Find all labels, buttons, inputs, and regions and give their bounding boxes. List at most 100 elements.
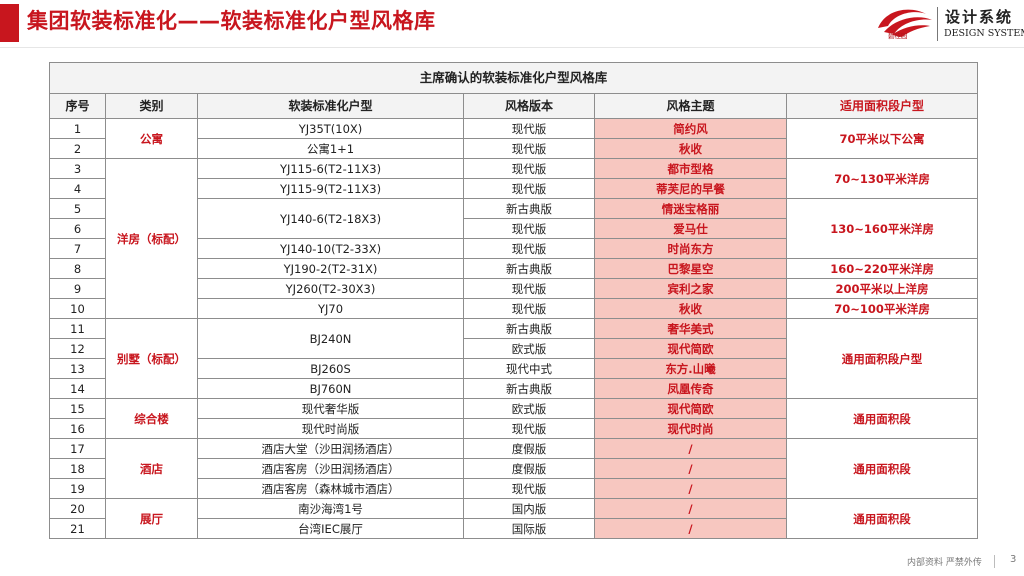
style-library-table: 主席确认的软装标准化户型风格库 序号 类别 软装标准化户型 风格版本 风格主题 … — [48, 62, 979, 539]
cell-no: 17 — [49, 438, 106, 459]
page-number: 3 — [1010, 554, 1017, 565]
cell-model: YJ115-6(T2-11X3) — [197, 158, 464, 179]
column-header-category: 类别 — [105, 93, 198, 119]
cell-theme: / — [594, 478, 787, 499]
cell-theme: 东方.山曦 — [594, 358, 787, 379]
swirl-logo-icon — [878, 9, 932, 37]
cell-theme: 简约风 — [594, 118, 787, 139]
cell-version: 新古典版 — [463, 198, 595, 219]
cell-version: 现代版 — [463, 118, 595, 139]
logo-divider — [937, 7, 938, 41]
cell-version: 新古典版 — [463, 318, 595, 339]
cell-version: 度假版 — [463, 438, 595, 459]
cell-version: 现代版 — [463, 478, 595, 499]
cell-version: 国际版 — [463, 518, 595, 539]
cell-no: 20 — [49, 498, 106, 519]
cell-model: YJ115-9(T2-11X3) — [197, 178, 464, 199]
cell-theme: 宾利之家 — [594, 278, 787, 299]
cell-no: 15 — [49, 398, 106, 419]
cell-theme: / — [594, 498, 787, 519]
table-row: 20 展厅 南沙海湾1号 国内版 / 通用面积段 — [49, 498, 979, 539]
cell-model: BJ240N — [197, 318, 464, 359]
cell-version: 欧式版 — [463, 398, 595, 419]
cell-no: 19 — [49, 478, 106, 499]
column-header-model: 软装标准化户型 — [197, 93, 464, 119]
column-header-theme: 风格主题 — [594, 93, 787, 119]
cell-model: 台湾IEC展厅 — [197, 518, 464, 539]
cell-category: 综合楼 — [105, 398, 198, 439]
cell-no: 14 — [49, 378, 106, 399]
table-row: 15 综合楼 现代奢华版 欧式版 现代简欧 通用面积段 — [49, 398, 979, 439]
table-row: 14 BJ760N 新古典版 凤凰传奇 — [49, 378, 978, 399]
cell-model: BJ260S — [197, 358, 464, 379]
cell-no: 16 — [49, 418, 106, 439]
table-row: 12 欧式版 现代简欧 — [49, 338, 978, 359]
title-accent-bar — [0, 4, 19, 42]
cell-version: 新古典版 — [463, 258, 595, 279]
cell-no: 7 — [49, 238, 106, 259]
cell-theme: 凤凰传奇 — [594, 378, 787, 399]
cell-theme: / — [594, 518, 787, 539]
cell-theme: 秋收 — [594, 298, 787, 319]
page-title: 集团软装标准化——软装标准化户型风格库 — [27, 9, 436, 33]
cell-theme: 现代时尚 — [594, 418, 787, 439]
footer-divider — [994, 555, 995, 568]
cell-version: 现代版 — [463, 278, 595, 299]
cell-version: 现代版 — [463, 178, 595, 199]
cell-no: 3 — [49, 158, 106, 179]
cell-version: 新古典版 — [463, 378, 595, 399]
brand-logo — [872, 4, 1022, 44]
cell-theme: 奢华美式 — [594, 318, 787, 339]
cell-area: 160~220平米洋房 — [785, 258, 979, 279]
cell-no: 10 — [49, 298, 106, 319]
cell-model: YJ140-6(T2-18X3) — [197, 198, 464, 239]
table-row: 10 YJ70 现代版 秋收 70~100平米洋房 — [49, 298, 979, 319]
cell-theme: 现代简欧 — [594, 338, 787, 359]
cell-theme: 都市型格 — [594, 158, 787, 179]
cell-model: YJ190-2(T2-31X) — [197, 258, 464, 279]
cell-no: 11 — [49, 318, 106, 339]
column-header-version: 风格版本 — [463, 93, 595, 119]
cell-version: 现代中式 — [463, 358, 595, 379]
cell-no: 5 — [49, 198, 106, 219]
cell-theme: 巴黎星空 — [594, 258, 787, 279]
brand-name-en: DESIGN SYSTEM — [944, 28, 1024, 39]
cell-theme: 时尚东方 — [594, 238, 787, 259]
cell-version: 现代版 — [463, 218, 595, 239]
cell-version: 国内版 — [463, 498, 595, 519]
cell-model: YJ260(T2-30X3) — [197, 278, 464, 299]
cell-no: 6 — [49, 218, 106, 239]
cell-model: 南沙海湾1号 — [197, 498, 464, 519]
cell-category: 公寓 — [105, 118, 198, 159]
table-row: 1 公寓 YJ35T(10X) 现代版 简约风 70平米以下公寓 — [49, 118, 979, 159]
column-header-no: 序号 — [49, 93, 106, 119]
cell-area: 通用面积段 — [785, 438, 979, 499]
table-row: 21 台湾IEC展厅 国际版 / — [49, 518, 978, 539]
cell-version: 欧式版 — [463, 338, 595, 359]
cell-theme: 情迷宝格丽 — [594, 198, 787, 219]
cell-theme: 爱马仕 — [594, 218, 787, 239]
cell-category: 展厅 — [105, 498, 198, 539]
cell-area: 通用面积段 — [785, 398, 979, 439]
cell-model: 酒店大堂（沙田润扬酒店） — [197, 438, 464, 459]
cell-theme: 现代简欧 — [594, 398, 787, 419]
cell-no: 9 — [49, 278, 106, 299]
cell-no: 2 — [49, 138, 106, 159]
cell-no: 8 — [49, 258, 106, 279]
table-row: 18 酒店客房（沙田润扬酒店） 度假版 / — [49, 458, 978, 479]
confidential-note: 内部资料 严禁外传 — [907, 558, 982, 568]
cell-version: 现代版 — [463, 238, 595, 259]
cell-model: YJ140-10(T2-33X) — [197, 238, 464, 259]
cell-version: 现代版 — [463, 138, 595, 159]
cell-version: 现代版 — [463, 298, 595, 319]
brand-name-cn: 设计系统 — [945, 8, 1014, 26]
cell-version: 现代版 — [463, 158, 595, 179]
cell-model: 公寓1+1 — [197, 138, 464, 159]
cell-area: 130~160平米洋房 — [785, 198, 979, 259]
cell-area: 200平米以上洋房 — [785, 278, 979, 299]
cell-theme: / — [594, 438, 787, 459]
cell-model: 现代奢华版 — [197, 398, 464, 419]
table-row: 13 BJ260S 现代中式 东方.山曦 — [49, 358, 978, 379]
cell-version: 现代版 — [463, 418, 595, 439]
cell-no: 1 — [49, 118, 106, 139]
